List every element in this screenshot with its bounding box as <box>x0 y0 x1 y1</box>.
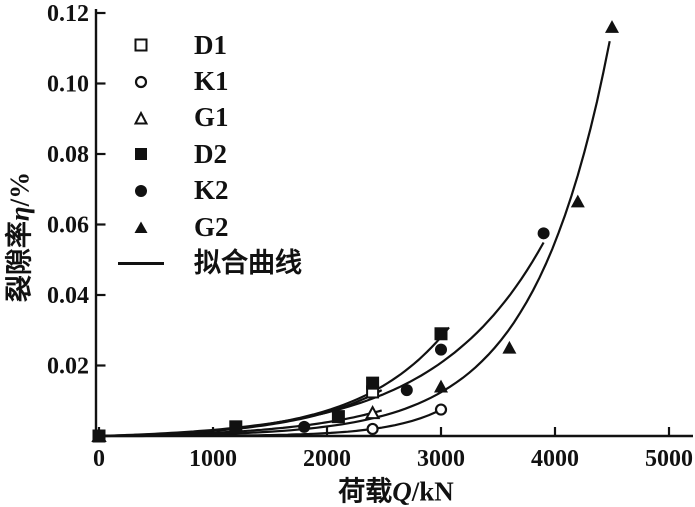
legend-item-g1: G1 <box>118 100 302 136</box>
y-tick-label: 0.10 <box>47 72 89 98</box>
x-tick-label: 1000 <box>189 446 237 472</box>
data-point-K1 <box>434 403 448 416</box>
data-point-K2 <box>400 384 413 397</box>
legend-label: 拟合曲线 <box>194 248 302 279</box>
data-point-G2 <box>605 20 619 33</box>
open-circle-icon <box>118 71 164 93</box>
fit-curve-D2 <box>98 326 450 438</box>
open-square-icon <box>118 34 164 56</box>
legend-item-k2: K2 <box>118 173 302 209</box>
x-axis-title-variable: Q <box>392 476 412 507</box>
filled-triangle-icon <box>118 216 164 238</box>
data-point-D2 <box>229 420 243 434</box>
data-point-K2 <box>537 227 550 240</box>
x-tick-label: 3000 <box>417 446 465 472</box>
filled-circle-icon <box>118 180 164 202</box>
data-point-G1 <box>364 404 381 420</box>
fit-curve-K2 <box>98 241 545 438</box>
data-point-K1 <box>366 422 379 436</box>
filled-square-icon <box>118 143 164 165</box>
data-point-K2 <box>435 343 447 356</box>
x-axis-title-text: 荷载 <box>338 476 393 507</box>
y-axis-title-unit: /% <box>4 171 35 207</box>
legend-item-d1: D1 <box>118 27 302 63</box>
x-tick-label: 0 <box>93 446 105 472</box>
y-tick-label: 0.04 <box>47 283 89 309</box>
legend-label: K2 <box>194 175 229 206</box>
legend-label: G2 <box>194 211 229 242</box>
y-axis-title: 裂隙率η/% <box>0 172 37 302</box>
data-point-G2 <box>434 379 448 393</box>
y-tick-label: 0.06 <box>47 213 89 239</box>
y-tick-label: 0.12 <box>47 1 89 27</box>
legend-label: D1 <box>194 29 227 60</box>
data-point-D2 <box>434 327 448 341</box>
fit-curve-G2 <box>99 40 611 438</box>
x-axis-title-unit: /kN <box>411 476 454 507</box>
legend-label: G1 <box>194 102 229 133</box>
y-tick-label: 0.08 <box>47 142 89 168</box>
x-tick-label: 2000 <box>303 446 351 472</box>
data-point-G2 <box>502 340 517 354</box>
data-point-K2 <box>298 420 311 433</box>
data-point-D2 <box>366 376 380 390</box>
data-point-D2 <box>92 429 106 443</box>
legend: D1 K1 G1 D2 K2 <box>118 27 302 282</box>
y-tick-label: 0.02 <box>47 354 89 380</box>
open-triangle-icon <box>118 107 164 129</box>
legend-label: K1 <box>194 66 229 97</box>
x-tick-label: 4000 <box>531 446 579 472</box>
legend-item-g2: G2 <box>118 209 302 245</box>
data-point-D2 <box>331 410 345 424</box>
legend-label: D2 <box>194 138 227 169</box>
x-axis-title: 荷载Q/kN <box>338 470 454 507</box>
legend-item-k1: K1 <box>118 63 302 99</box>
data-point-G2 <box>570 194 585 208</box>
fit-line-icon <box>118 262 164 266</box>
legend-item-fit-curve: 拟合曲线 <box>118 245 302 281</box>
y-axis-title-text: 裂隙率 <box>4 221 35 303</box>
x-tick-label: 5000 <box>645 446 693 472</box>
y-axis-title-variable: η <box>4 206 35 222</box>
legend-item-d2: D2 <box>118 136 302 172</box>
